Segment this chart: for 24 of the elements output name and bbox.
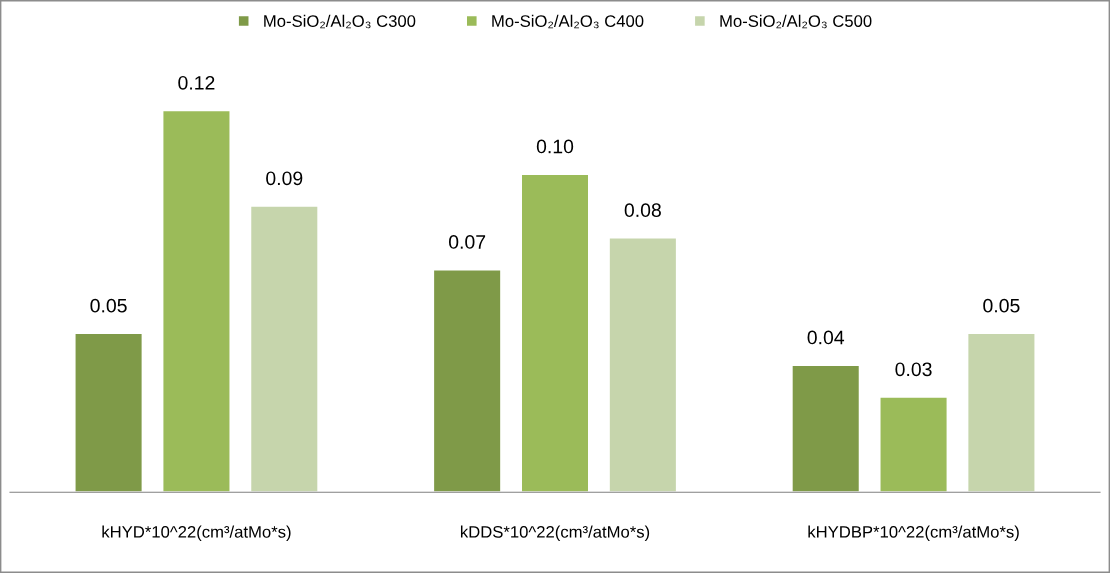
legend-label: Mo-SiO₂/Al₂O₃ C500 [720, 14, 872, 29]
data-label: 0.04 [807, 330, 845, 345]
x-tick-label: kHYDBP*10^22(cm³/atMo*s) [808, 525, 1019, 542]
bar [161, 109, 232, 493]
bar [966, 332, 1037, 493]
legend-label: Mo-SiO₂/Al₂O₃ C400 [492, 14, 644, 29]
data-label: 0.07 [448, 235, 486, 249]
data-label: 0.05 [983, 298, 1020, 313]
bar [607, 236, 678, 493]
bar [790, 363, 861, 493]
data-label: 0.08 [624, 203, 661, 218]
data-label: 0.09 [266, 171, 303, 186]
x-tick-label: kDDS*10^22(cm³/atMo*s) [460, 525, 650, 542]
bar [519, 172, 591, 493]
data-label: 0.03 [895, 362, 932, 377]
legend-label: Mo-SiO₂/Al₂O₃ C300 [264, 14, 416, 29]
x-tick-label: kHYD*10^22(cm³/atMo*s) [102, 525, 291, 542]
data-label: 0.12 [178, 75, 215, 90]
bar [73, 332, 144, 493]
bar [878, 395, 949, 493]
data-label: 0.05 [90, 298, 127, 313]
bar [249, 204, 320, 493]
bar [432, 268, 503, 493]
data-label: 0.10 [536, 139, 574, 154]
